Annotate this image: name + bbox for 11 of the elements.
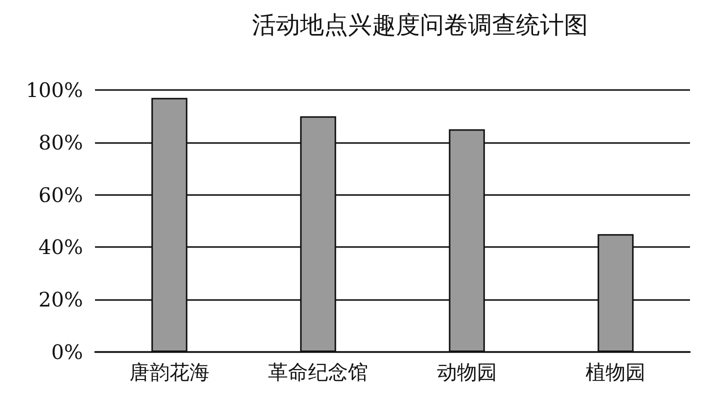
chart-title: 活动地点兴趣度问卷调查统计图 (252, 11, 588, 39)
y-tick-label: 20% (38, 288, 83, 312)
y-tick-label: 60% (38, 182, 83, 207)
x-tick-label: 革命纪念馆 (268, 360, 368, 384)
y-tick-label: 40% (38, 235, 83, 260)
x-tick-label: 植物园 (586, 360, 646, 384)
x-tick-label: 动物园 (436, 360, 497, 384)
y-tick-label: 100% (26, 78, 83, 102)
y-tick-label: 80% (38, 130, 83, 154)
x-tick-label: 唐韵花海 (129, 360, 210, 384)
y-tick-label: 0% (51, 340, 83, 364)
